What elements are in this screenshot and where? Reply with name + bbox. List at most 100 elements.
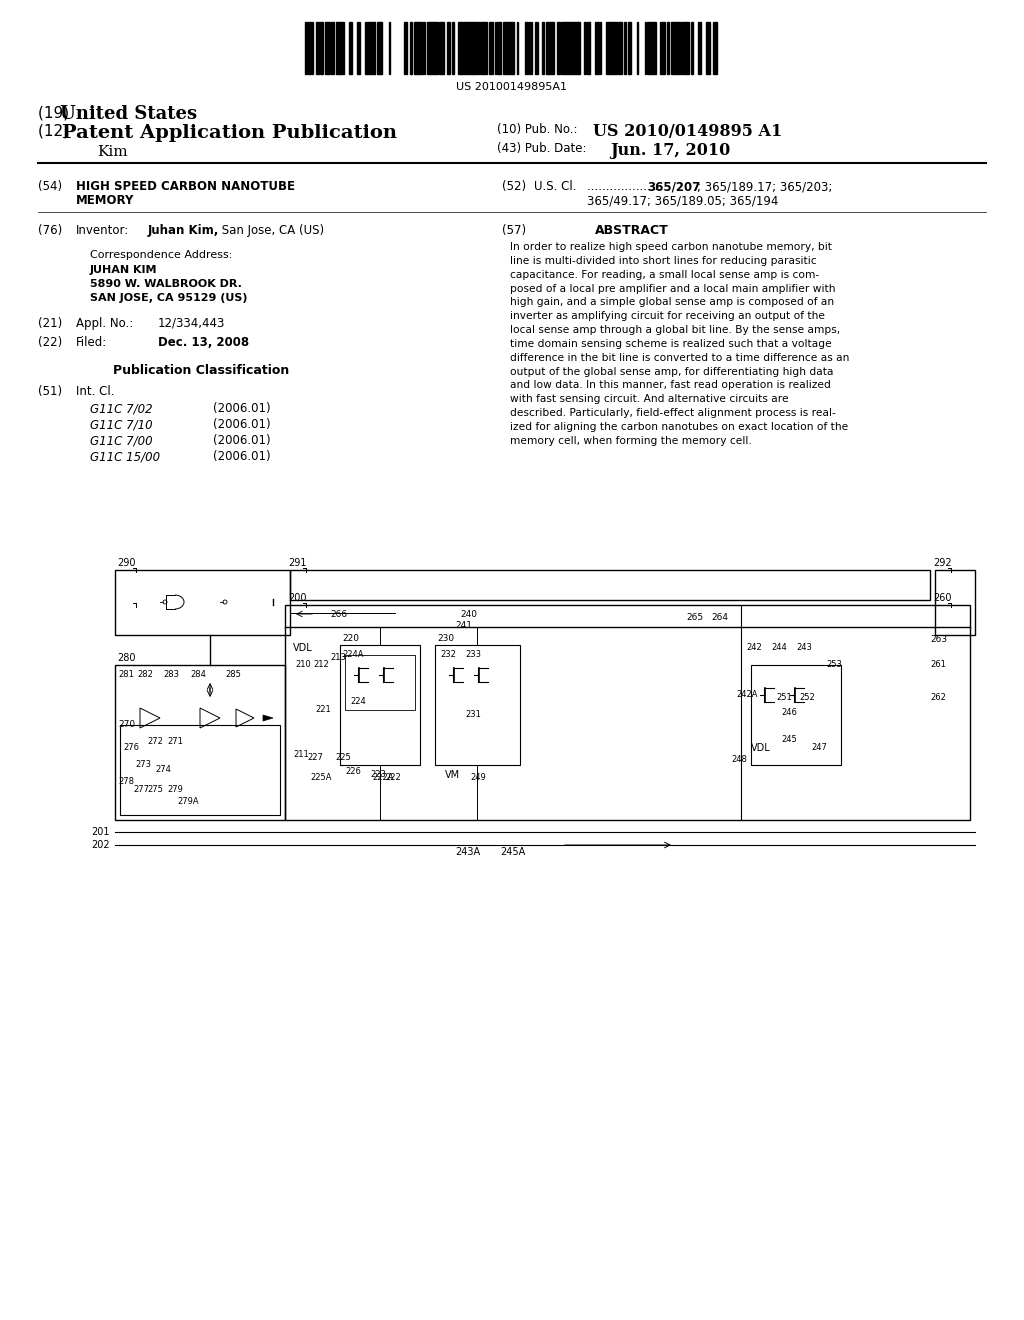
Text: (43) Pub. Date:: (43) Pub. Date: — [497, 143, 587, 154]
Text: HIGH SPEED CARBON NANOTUBE: HIGH SPEED CARBON NANOTUBE — [76, 180, 295, 193]
Text: 266: 266 — [330, 610, 347, 619]
Text: 280: 280 — [117, 653, 135, 663]
Bar — [339, 22, 341, 74]
Bar — [567, 22, 569, 74]
Bar — [452, 22, 454, 74]
Text: 226: 226 — [345, 767, 360, 776]
Bar — [660, 22, 663, 74]
Text: 251: 251 — [776, 693, 792, 702]
Bar — [489, 22, 490, 74]
Bar — [610, 22, 612, 74]
Text: 230: 230 — [437, 634, 454, 643]
Bar — [607, 22, 610, 74]
Bar — [512, 22, 514, 74]
Text: (2006.01): (2006.01) — [213, 418, 270, 432]
Text: 249: 249 — [470, 774, 485, 781]
Polygon shape — [263, 715, 273, 721]
Text: 242A: 242A — [736, 690, 758, 700]
Text: (51): (51) — [38, 385, 62, 399]
Bar — [380, 22, 382, 74]
Bar — [691, 22, 693, 74]
Text: 248: 248 — [731, 755, 746, 764]
Bar — [435, 22, 438, 74]
Bar — [427, 22, 429, 74]
Text: (10) Pub. No.:: (10) Pub. No.: — [497, 123, 578, 136]
Bar — [458, 22, 460, 74]
Text: 231: 231 — [465, 710, 481, 719]
Bar — [557, 22, 560, 74]
Text: In order to realize high speed carbon nanotube memory, bit
line is multi-divided: In order to realize high speed carbon na… — [510, 242, 849, 446]
Text: 245A: 245A — [500, 847, 525, 857]
Text: (2006.01): (2006.01) — [213, 434, 270, 447]
Text: Inventor:: Inventor: — [76, 224, 129, 238]
Text: 224: 224 — [350, 697, 366, 706]
Text: 272: 272 — [147, 737, 163, 746]
Bar — [474, 22, 477, 74]
Text: 284: 284 — [190, 671, 206, 678]
Bar — [341, 22, 344, 74]
Text: SAN JOSE, CA 95129 (US): SAN JOSE, CA 95129 (US) — [90, 293, 248, 304]
Text: 279A: 279A — [177, 797, 199, 807]
Text: Appl. No.:: Appl. No.: — [76, 317, 133, 330]
Text: Patent Application Publication: Patent Application Publication — [62, 124, 397, 143]
Bar — [587, 22, 589, 74]
Bar — [430, 22, 433, 74]
Bar — [706, 22, 709, 74]
Bar — [490, 22, 493, 74]
Text: 211: 211 — [293, 750, 309, 759]
Text: (2006.01): (2006.01) — [213, 403, 270, 414]
Bar — [465, 22, 467, 74]
Bar — [366, 22, 368, 74]
Text: 281: 281 — [118, 671, 134, 678]
Text: (12): (12) — [38, 124, 74, 139]
Bar — [345, 655, 415, 710]
Text: 200: 200 — [288, 593, 306, 603]
Bar — [462, 22, 464, 74]
Bar — [935, 570, 975, 635]
Text: VDL: VDL — [293, 643, 312, 653]
Text: 265: 265 — [686, 612, 703, 622]
Text: 201: 201 — [91, 828, 110, 837]
Bar — [682, 22, 684, 74]
Text: 232: 232 — [440, 649, 456, 659]
Bar — [308, 22, 310, 74]
Text: (76): (76) — [38, 224, 62, 238]
Bar — [663, 22, 665, 74]
Bar — [698, 22, 701, 74]
Text: 247: 247 — [811, 743, 826, 752]
Bar — [285, 605, 970, 820]
Text: 246: 246 — [781, 708, 797, 717]
Text: 263: 263 — [930, 635, 947, 644]
Bar — [404, 22, 407, 74]
Text: 222: 222 — [385, 774, 400, 781]
Text: 223: 223 — [370, 770, 386, 779]
Text: ABSTRACT: ABSTRACT — [595, 224, 669, 238]
Text: 279: 279 — [167, 785, 183, 795]
Text: 220: 220 — [342, 634, 359, 643]
Text: 253: 253 — [826, 660, 842, 669]
Text: 243A: 243A — [455, 847, 480, 857]
Bar — [477, 22, 479, 74]
Bar — [439, 22, 441, 74]
Bar — [507, 22, 510, 74]
Text: 261: 261 — [930, 660, 946, 669]
Text: 225: 225 — [335, 752, 351, 762]
Text: Dec. 13, 2008: Dec. 13, 2008 — [158, 337, 249, 348]
Text: JUHAN KIM: JUHAN KIM — [90, 265, 158, 275]
Bar — [628, 22, 630, 74]
Bar — [336, 22, 338, 74]
Text: 277: 277 — [133, 785, 150, 795]
Bar — [328, 22, 330, 74]
Bar — [370, 22, 373, 74]
Bar — [751, 665, 841, 766]
Text: 233: 233 — [465, 649, 481, 659]
Text: Int. Cl.: Int. Cl. — [76, 385, 115, 399]
Text: Correspondence Address:: Correspondence Address: — [90, 249, 232, 260]
Text: 276: 276 — [123, 743, 139, 752]
Bar — [569, 22, 571, 74]
Text: 292: 292 — [933, 558, 951, 568]
Bar — [340, 645, 420, 766]
Text: G11C 7/00: G11C 7/00 — [90, 434, 153, 447]
Text: 240: 240 — [460, 610, 477, 619]
Bar — [687, 22, 689, 74]
